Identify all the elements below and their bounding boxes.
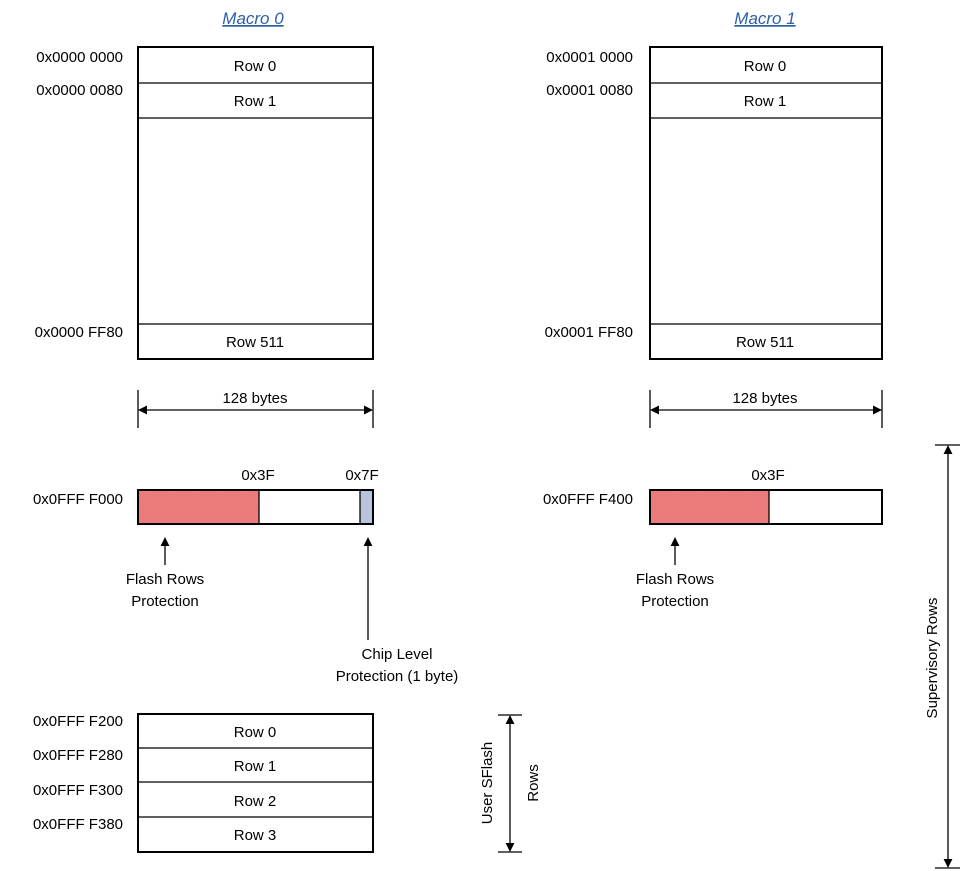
user-sflash-address-row-2: 0x0FFF F300	[33, 782, 123, 799]
user-sflash-label-line1: User SFlash	[479, 742, 496, 825]
macro1-address-row-0: 0x0001 0000	[546, 49, 633, 66]
supervisory1-row	[649, 489, 883, 525]
macro0-address-row-511: 0x0000 FF80	[35, 324, 123, 341]
user-sflash-label-line2: Rows	[525, 764, 542, 802]
supervisory0-chip-protection-label-line2: Protection (1 byte)	[336, 668, 459, 685]
supervisory0-chip-protection-label-line1: Chip Level	[362, 646, 433, 663]
supervisory1-flash-protection-label-line2: Protection	[641, 593, 709, 610]
macro1-row-0-label: Row 0	[744, 58, 787, 75]
macro0-flash-block	[137, 46, 374, 360]
user-sflash-address-row-0: 0x0FFF F200	[33, 713, 123, 730]
macro1-row-1-label: Row 1	[744, 93, 787, 110]
macro1-width-label: 128 bytes	[732, 390, 797, 407]
user-sflash-row-3-label: Row 3	[234, 827, 277, 844]
macro0-row-511-label: Row 511	[226, 334, 284, 351]
macro1-address-row-1: 0x0001 0080	[546, 82, 633, 99]
supervisory-rows-label: Supervisory Rows	[924, 598, 941, 719]
macro1-flash-block	[649, 46, 883, 360]
macro0-address-row-0: 0x0000 0000	[36, 49, 123, 66]
supervisory0-flash-protection-label-line1: Flash Rows	[126, 571, 204, 588]
macro1-row-511-label: Row 511	[736, 334, 794, 351]
user-sflash-address-row-1: 0x0FFF F280	[33, 747, 123, 764]
user-sflash-row-0-label: Row 0	[234, 724, 277, 741]
supervisory0-chip-protection-region	[360, 490, 373, 524]
supervisory0-address: 0x0FFF F000	[33, 491, 123, 508]
supervisory0-offset-3f: 0x3F	[241, 467, 274, 484]
supervisory0-flash-protection-label-line2: Protection	[131, 593, 199, 610]
user-sflash-address-row-3: 0x0FFF F380	[33, 816, 123, 833]
macro0-title: Macro 0	[222, 9, 284, 28]
macro0-row-1-label: Row 1	[234, 93, 277, 110]
supervisory1-flash-protection-region	[650, 490, 769, 524]
user-sflash-block	[137, 713, 374, 853]
user-sflash-row-1-label: Row 1	[234, 758, 277, 775]
macro0-row-0-label: Row 0	[234, 58, 277, 75]
supervisory1-flash-protection-label-line1: Flash Rows	[636, 571, 714, 588]
supervisory1-offset-3f: 0x3F	[751, 467, 784, 484]
user-sflash-row-2-label: Row 2	[234, 793, 277, 810]
supervisory1-address: 0x0FFF F400	[543, 491, 633, 508]
macro0-address-row-1: 0x0000 0080	[36, 82, 123, 99]
macro0-width-label: 128 bytes	[222, 390, 287, 407]
macro1-title: Macro 1	[734, 9, 795, 28]
supervisory0-flash-protection-region	[138, 490, 259, 524]
supervisory0-offset-7f: 0x7F	[345, 467, 378, 484]
supervisory0-row	[137, 489, 374, 525]
macro1-address-row-511: 0x0001 FF80	[545, 324, 633, 341]
